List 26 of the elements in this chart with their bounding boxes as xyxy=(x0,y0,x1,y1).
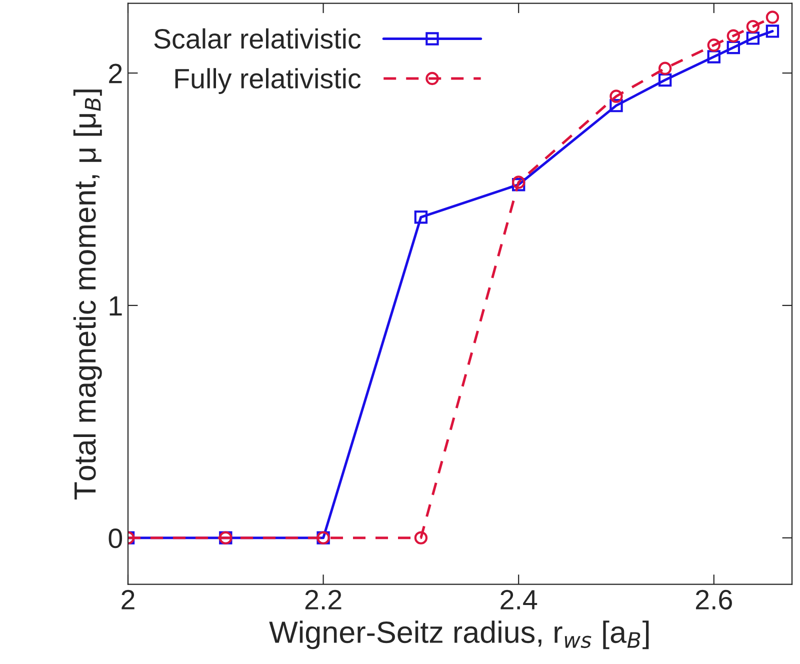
y-tick-label: 0 xyxy=(108,528,122,548)
point xyxy=(610,98,623,112)
point xyxy=(726,40,740,54)
point xyxy=(766,10,780,24)
y-axis-title: Total magnetic moment, μ [μ$_{B}$] xyxy=(73,90,102,500)
y-tick-label: 2 xyxy=(109,64,122,84)
point xyxy=(512,178,526,192)
x-tick-label: 2.4 xyxy=(500,590,538,610)
point xyxy=(610,90,623,103)
x-axis-title: Wigner-Seitz radius, r$_{ws}$ [a$_{B}$] xyxy=(269,620,649,650)
point xyxy=(707,50,720,64)
point xyxy=(658,62,672,75)
x-tick-label: 2.6 xyxy=(696,590,732,610)
point xyxy=(746,32,760,45)
legend-label: Fully relativistic xyxy=(175,68,361,94)
point xyxy=(746,20,760,34)
legend-label: Scalar relativistic xyxy=(154,28,361,49)
point xyxy=(414,210,428,224)
point xyxy=(766,24,780,38)
point xyxy=(726,29,740,42)
point xyxy=(512,176,526,189)
x-tick-label: 2.2 xyxy=(305,590,342,610)
point xyxy=(707,38,720,52)
y-tick-label: 1 xyxy=(110,296,122,316)
point xyxy=(414,531,428,544)
point xyxy=(658,73,672,87)
